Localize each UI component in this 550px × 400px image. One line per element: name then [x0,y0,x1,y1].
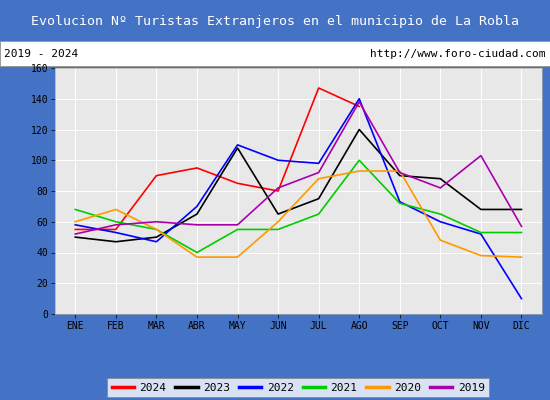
Text: 2019 - 2024: 2019 - 2024 [4,49,79,59]
Text: Evolucion Nº Turistas Extranjeros en el municipio de La Robla: Evolucion Nº Turistas Extranjeros en el … [31,14,519,28]
Legend: 2024, 2023, 2022, 2021, 2020, 2019: 2024, 2023, 2022, 2021, 2020, 2019 [107,378,490,397]
Text: http://www.foro-ciudad.com: http://www.foro-ciudad.com [370,49,546,59]
